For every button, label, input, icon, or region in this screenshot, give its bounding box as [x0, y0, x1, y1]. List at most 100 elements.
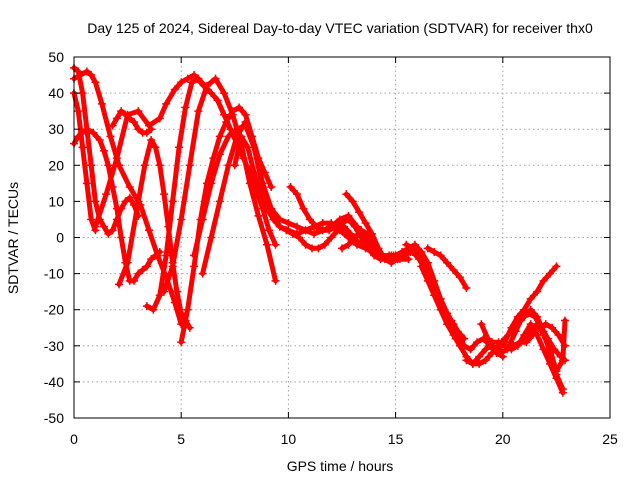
- data-point: [121, 110, 130, 119]
- data-point: [462, 356, 471, 365]
- data-point: [190, 262, 199, 271]
- data-point: [483, 334, 492, 343]
- axis-ticks: [73, 56, 611, 419]
- data-point: [91, 197, 100, 206]
- data-point: [507, 323, 516, 332]
- data-point: [292, 222, 301, 231]
- data-point: [312, 222, 321, 231]
- data-point: [74, 107, 83, 116]
- data-point: [91, 222, 100, 231]
- series-line: [403, 242, 506, 360]
- data-point: [338, 219, 346, 228]
- data-point: [387, 258, 396, 267]
- data-point: [117, 107, 126, 116]
- x-tick-label: 5: [177, 431, 185, 447]
- data-point: [194, 74, 203, 83]
- data-point: [423, 276, 432, 285]
- data-point: [530, 312, 539, 321]
- series-line: [161, 76, 278, 295]
- data-point: [363, 229, 372, 238]
- data-point: [357, 226, 366, 235]
- data-point: [125, 114, 134, 123]
- data-point: [541, 320, 550, 329]
- data-point: [87, 71, 96, 80]
- data-point: [496, 349, 505, 358]
- data-point: [243, 143, 252, 152]
- data-point: [355, 208, 364, 217]
- data-point: [286, 182, 295, 191]
- data-point: [338, 244, 346, 253]
- data-point: [301, 240, 310, 249]
- data-point: [560, 316, 569, 325]
- y-tick-label: -30: [44, 338, 64, 354]
- data-point: [245, 179, 254, 188]
- data-point: [327, 233, 336, 242]
- data-point: [524, 309, 533, 318]
- data-point: [509, 341, 518, 350]
- data-point: [142, 302, 151, 311]
- data-point: [299, 204, 308, 213]
- series-line: [288, 184, 467, 342]
- data-point: [121, 197, 130, 206]
- data-point: [215, 132, 224, 141]
- data-point: [282, 226, 291, 235]
- data-point: [183, 74, 192, 83]
- data-point: [284, 219, 293, 228]
- data-point: [155, 114, 164, 123]
- data-point: [220, 110, 229, 119]
- data-point: [481, 356, 490, 365]
- data-point: [142, 128, 151, 137]
- data-point: [190, 251, 199, 260]
- data-point: [155, 161, 164, 170]
- data-point: [533, 287, 542, 296]
- data-point: [560, 341, 569, 350]
- data-point: [265, 226, 274, 235]
- data-point: [145, 226, 154, 235]
- data-point: [207, 179, 216, 188]
- data-point: [215, 197, 224, 206]
- data-point: [155, 247, 164, 256]
- data-point: [87, 215, 96, 224]
- data-point: [241, 110, 250, 119]
- data-point: [262, 204, 271, 213]
- data-point: [462, 284, 471, 293]
- data-point: [511, 327, 520, 336]
- data-point: [235, 103, 244, 112]
- data-point: [415, 251, 424, 260]
- data-point: [295, 233, 304, 242]
- series-track-14: [286, 182, 469, 343]
- data-point: [117, 233, 126, 242]
- data-point: [207, 233, 216, 242]
- x-tick-label: 15: [388, 431, 404, 447]
- y-tick-label: 0: [56, 230, 64, 246]
- data-point: [346, 229, 355, 238]
- data-point: [104, 161, 113, 170]
- data-point: [123, 258, 132, 267]
- data-point: [271, 240, 280, 249]
- data-point: [393, 255, 402, 264]
- data-point: [520, 305, 529, 314]
- data-point: [185, 161, 194, 170]
- data-point: [87, 161, 96, 170]
- data-point: [177, 338, 186, 347]
- data-point: [125, 182, 134, 191]
- series-track-18: [423, 244, 471, 293]
- y-tick-label: 20: [48, 157, 64, 173]
- data-point: [348, 197, 357, 206]
- data-point: [554, 330, 563, 339]
- data-point: [104, 229, 113, 238]
- data-point: [151, 251, 160, 260]
- data-point: [423, 244, 432, 253]
- data-point: [82, 125, 91, 134]
- data-point: [211, 74, 220, 83]
- x-axis-label: GPS time / hours: [287, 458, 394, 474]
- data-point: [466, 345, 475, 354]
- x-tick-label: 0: [70, 431, 78, 447]
- y-tick-label: 10: [48, 193, 64, 209]
- data-point: [374, 244, 383, 253]
- data-point: [108, 121, 117, 130]
- data-point: [558, 356, 567, 365]
- data-point: [408, 244, 417, 253]
- data-point: [160, 287, 169, 296]
- data-point: [237, 132, 246, 141]
